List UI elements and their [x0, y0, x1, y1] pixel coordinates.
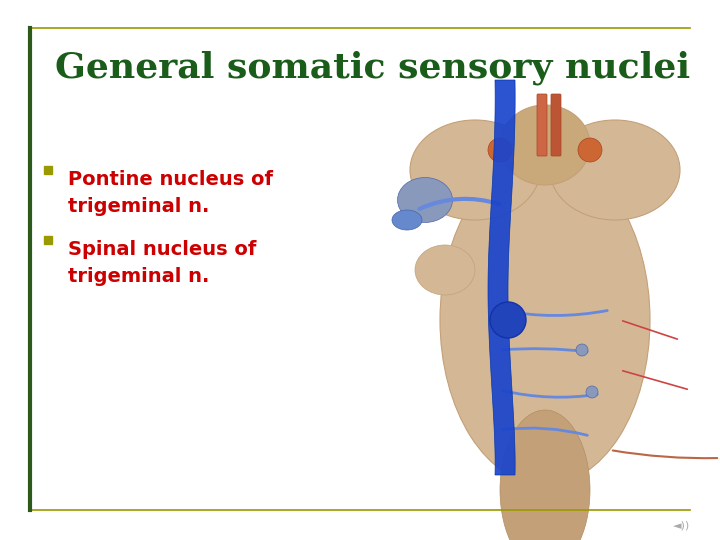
Ellipse shape [397, 178, 452, 222]
Circle shape [488, 138, 512, 162]
Ellipse shape [500, 105, 590, 185]
Text: ◄)): ◄)) [672, 520, 690, 530]
FancyBboxPatch shape [537, 94, 547, 156]
Ellipse shape [440, 155, 650, 485]
Circle shape [586, 386, 598, 398]
Ellipse shape [550, 120, 680, 220]
Ellipse shape [415, 245, 475, 295]
FancyBboxPatch shape [551, 94, 561, 156]
Polygon shape [488, 80, 515, 475]
Circle shape [490, 302, 526, 338]
Ellipse shape [500, 410, 590, 540]
Text: Spinal nucleus of
trigeminal n.: Spinal nucleus of trigeminal n. [68, 240, 256, 286]
Text: Pontine nucleus of
trigeminal n.: Pontine nucleus of trigeminal n. [68, 170, 273, 215]
Ellipse shape [392, 210, 422, 230]
Circle shape [578, 138, 602, 162]
Text: General somatic sensory nuclei: General somatic sensory nuclei [55, 51, 690, 85]
Circle shape [576, 344, 588, 356]
Ellipse shape [410, 120, 540, 220]
